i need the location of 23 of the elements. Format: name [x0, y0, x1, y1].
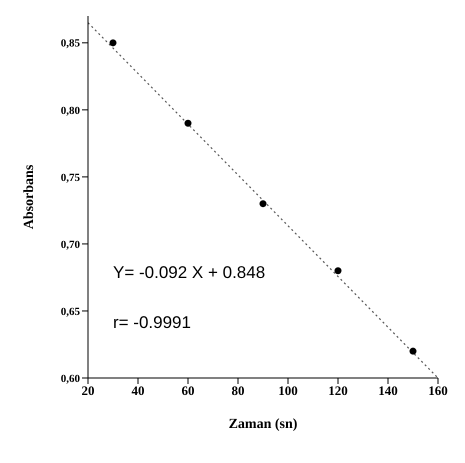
point [184, 120, 192, 127]
y-tick-label: 0,75 [60, 172, 80, 184]
x-tick-label: 120 [328, 383, 348, 398]
x-axis-title: Zaman (sn) [228, 417, 298, 432]
y-axis-title: Absorbans [22, 164, 37, 230]
x-tick-label: 80 [232, 383, 244, 398]
x-tick-label: 60 [182, 383, 194, 398]
x-tick-label: 160 [428, 383, 448, 398]
y-tick-label: 0,80 [60, 104, 80, 117]
point [260, 200, 266, 208]
y-tick-label: 0,70 [60, 238, 80, 251]
point [334, 267, 342, 274]
y-tick-label: 0,65 [60, 306, 80, 318]
x-tick-label: 40 [132, 383, 144, 398]
point [110, 39, 116, 46]
annotation: Y= -0.092 X + 0.848 [113, 263, 266, 283]
x-tick-label: 100 [278, 383, 298, 398]
x-tick-label: 20 [82, 383, 94, 398]
y-tick-label: 0,60 [60, 372, 80, 385]
point [410, 348, 416, 355]
y-tick-label: 0,85 [60, 38, 80, 50]
annotation: r= -0.9991 [113, 313, 191, 333]
x-tick-label: 140 [378, 383, 398, 398]
